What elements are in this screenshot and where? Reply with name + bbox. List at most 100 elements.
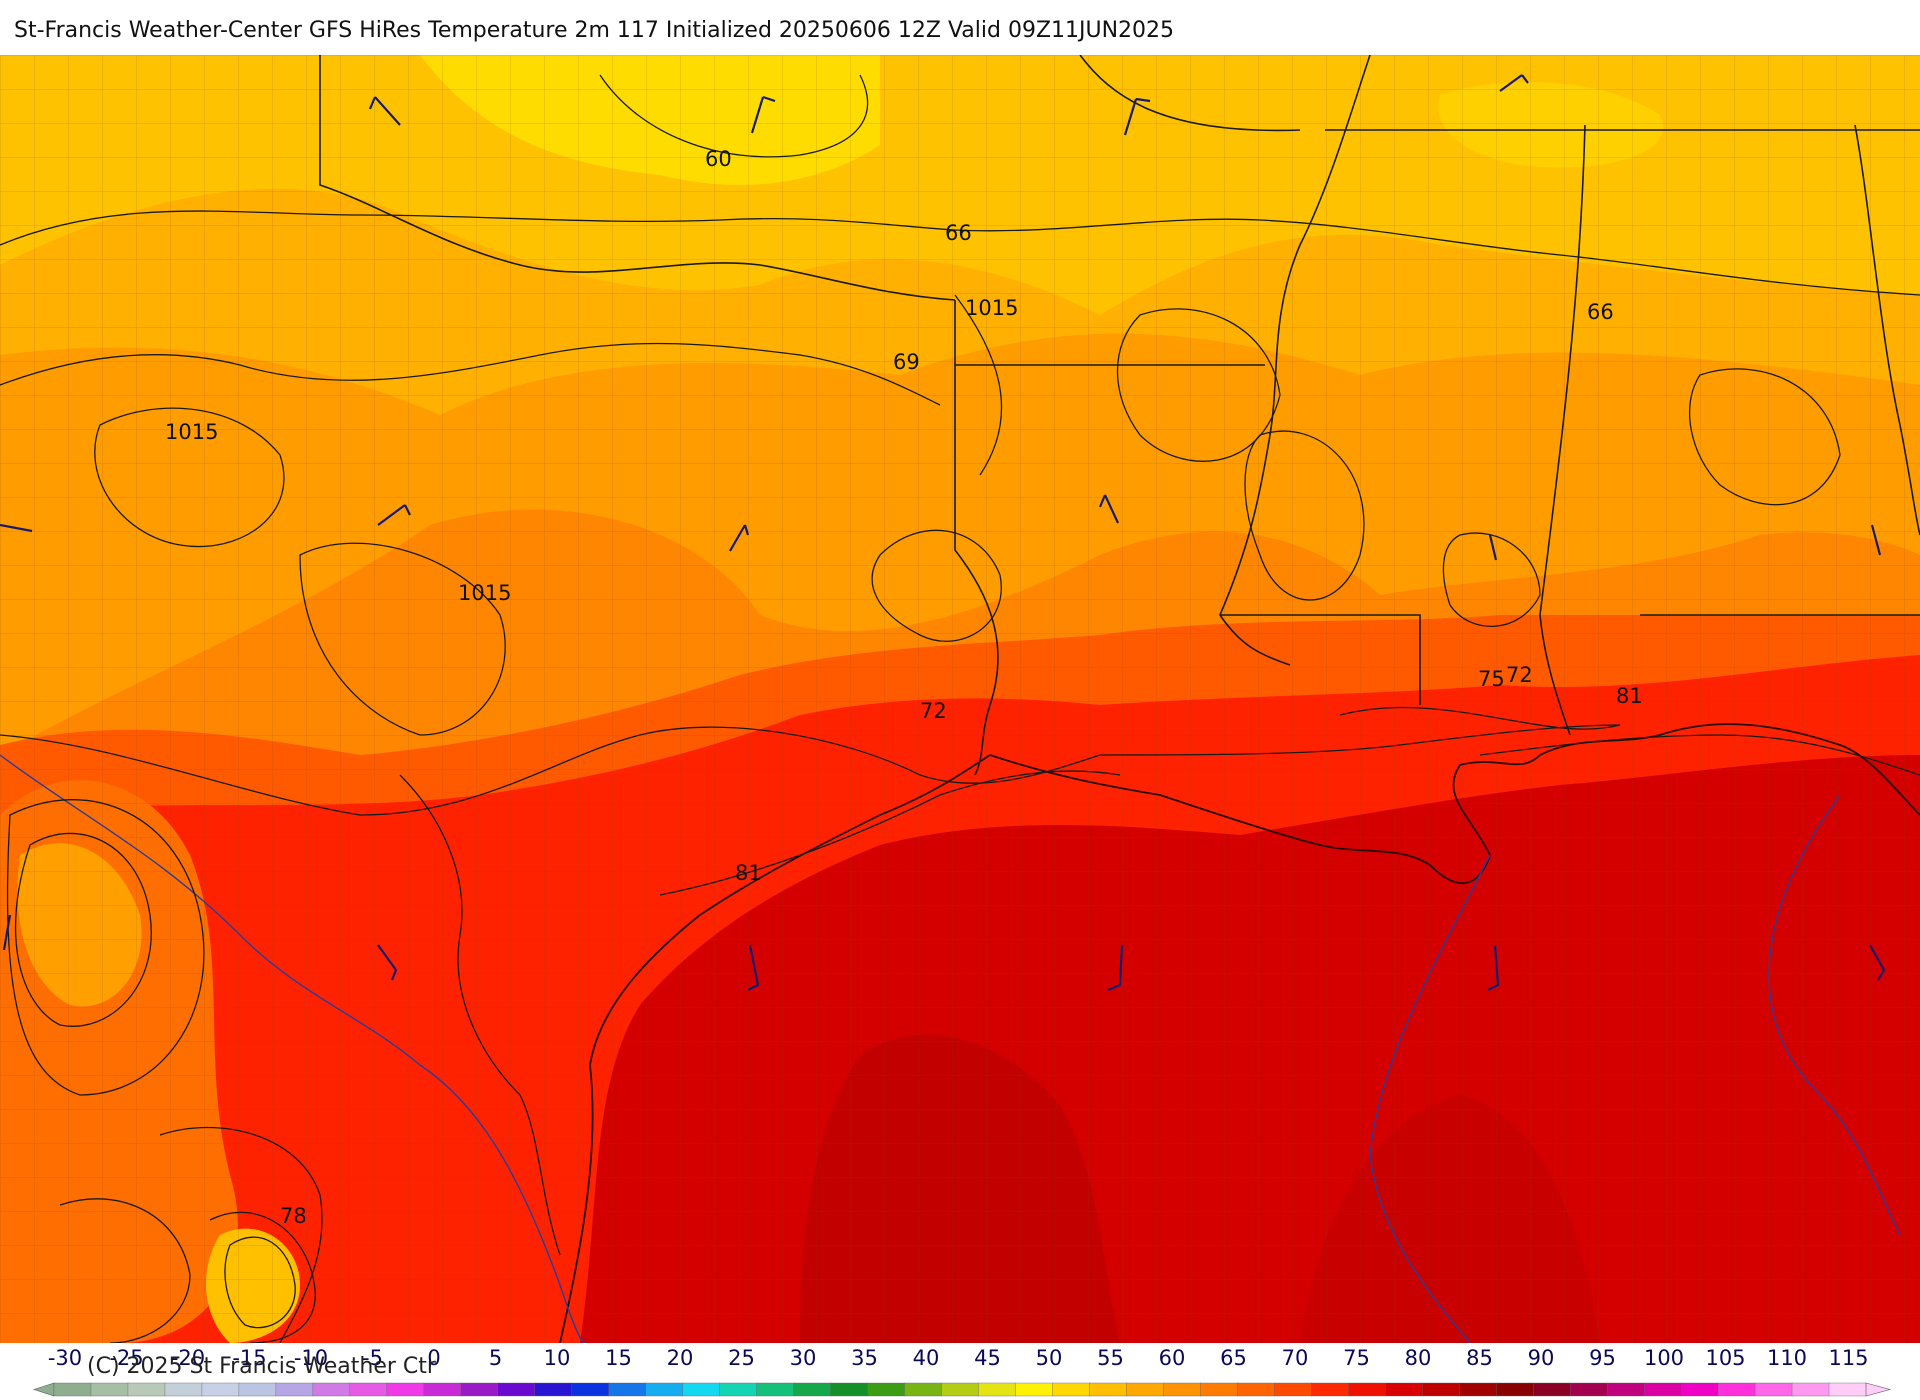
colorbar-swatch (90, 1382, 129, 1397)
colorbar-right-arrow (1865, 1382, 1892, 1397)
colorbar-tick-label: 105 (1705, 1346, 1745, 1370)
border-alabama-georgia (1854, 124, 1920, 536)
wind-barb (2, 914, 12, 951)
colorbar-swatch (904, 1382, 943, 1397)
colorbar-swatch (53, 1382, 92, 1397)
colorbar-swatch (1680, 1382, 1719, 1397)
colorbar-swatch (423, 1382, 462, 1397)
wind-barb (1488, 534, 1498, 561)
contour-1015-south (299, 542, 506, 736)
border-louisiana-mississippi (1220, 614, 1421, 705)
coast-texas (559, 754, 991, 1343)
colorbar-swatch (682, 1382, 721, 1397)
colorbar-swatch (1717, 1382, 1756, 1397)
colorbar-tick-label: -15 (232, 1346, 266, 1370)
colorbar-swatch (1237, 1382, 1276, 1397)
border-mississippi-river (1219, 55, 1371, 666)
colorbar-tick-label: 40 (913, 1346, 940, 1370)
colorbar-swatch (1569, 1382, 1608, 1397)
contour-label: 72 (920, 699, 947, 723)
contour-label: 66 (1587, 300, 1614, 324)
colorbar-swatch (1754, 1382, 1793, 1397)
colorbar-swatch (127, 1382, 166, 1397)
gulf-boundary-east (1369, 854, 1491, 1343)
contour-highland-1 (14, 832, 152, 1027)
colorbar-tick-label: 25 (728, 1346, 755, 1370)
contour-69 (0, 342, 941, 406)
colorbar-tick-label: -20 (171, 1346, 205, 1370)
colorbar-swatch (1126, 1382, 1165, 1397)
colorbar-tick-label: 20 (667, 1346, 694, 1370)
colorbar-swatch (1791, 1382, 1830, 1397)
wind-barb (377, 504, 411, 526)
colorbar-swatch (1606, 1382, 1645, 1397)
contour-local-5 (1442, 532, 1541, 627)
contour-1015-north (954, 294, 1003, 476)
contour-highland-4 (209, 1211, 316, 1343)
contour-label: 81 (735, 861, 762, 885)
colorbar-swatch (1200, 1382, 1239, 1397)
colorbar-swatch (719, 1382, 758, 1397)
contour-60 (599, 74, 869, 158)
colorbar-swatch (1422, 1382, 1460, 1397)
wind-barb (1869, 944, 1886, 981)
border-mississippi-alabama (1539, 124, 1586, 736)
colorbar-tick-label: 55 (1097, 1346, 1124, 1370)
colorbar-tick-label: 0 (427, 1346, 440, 1370)
colorbar-swatch (349, 1382, 388, 1397)
colorbar-swatches (33, 1382, 1892, 1397)
copyright-text: (C) 2025 St Francis Weather Ctr (87, 1354, 437, 1379)
colorbar-swatch (1052, 1382, 1091, 1397)
colorbar-swatch (645, 1382, 684, 1397)
wind-barb (1098, 494, 1119, 524)
border-texas-louisiana (954, 300, 999, 776)
colorbar-swatch (1311, 1382, 1349, 1397)
colorbar-swatch (1496, 1382, 1534, 1397)
colorbar-swatch (1828, 1382, 1867, 1397)
map-title: St-Francis Weather-Center GFS HiRes Temp… (14, 18, 1175, 43)
colorbar-tick-label: 60 (1159, 1346, 1186, 1370)
colorbar-tick-label: 110 (1767, 1346, 1807, 1370)
colorbar-tick-label: 30 (790, 1346, 817, 1370)
wind-barb (747, 944, 760, 991)
wind-barb (729, 524, 750, 552)
colorbar-tick-label: -30 (48, 1346, 82, 1370)
state-borders (319, 55, 1920, 776)
contour-lines (0, 74, 1920, 1343)
contour-label: 72 (1506, 663, 1533, 687)
contour-local-2 (1116, 308, 1281, 462)
contour-local-3 (1244, 430, 1365, 601)
contour-local-4 (1688, 368, 1841, 506)
colorbar-tick-label: 95 (1589, 1346, 1616, 1370)
coast-louisiana (989, 754, 1541, 884)
colorbar-ticks: -30 -25 -20 -15 -10 -5 0 5 10 15 20 25 30 35 40 45 50 55 6… (48, 1346, 1869, 1370)
wind-barb (377, 944, 398, 981)
temperature-colorbar: -30 -25 -20 -15 -10 -5 0 5 10 15 20 25 30 35 40 45 50 55 6… (0, 1343, 1920, 1400)
wind-barb (1870, 524, 1882, 556)
contour-75 (1339, 706, 1621, 730)
contour-81 (659, 770, 1121, 896)
colorbar-swatch (201, 1382, 240, 1397)
colorbar-tick-label: 75 (1343, 1346, 1370, 1370)
colorbar-swatch (756, 1382, 795, 1397)
wind-barb (368, 96, 401, 126)
border-missouri (1079, 55, 1301, 132)
contour-highland-3 (224, 1236, 296, 1329)
colorbar-tick-label: 5 (489, 1346, 502, 1370)
temperature-map: 60 66 1015 69 1015 1015 66 72 75 72 81 8… (0, 55, 1920, 1343)
colorbar-swatch (164, 1382, 203, 1397)
colorbar-swatch (386, 1382, 425, 1397)
us-mexico-border (0, 754, 586, 1343)
colorbar-swatch (1459, 1382, 1497, 1397)
political-blue-lines (0, 754, 1901, 1343)
contour-highland-5 (59, 1198, 191, 1343)
colorbar-swatch (1274, 1382, 1313, 1397)
contour-label: 75 (1478, 667, 1505, 691)
colorbar-tick-label: 45 (974, 1346, 1001, 1370)
gulf-boundary-far-east (1768, 794, 1901, 1236)
colorbar-tick-label: 70 (1282, 1346, 1309, 1370)
colorbar-swatch (941, 1382, 980, 1397)
border-oklahoma-texas (319, 55, 956, 301)
wind-barb (1487, 944, 1500, 991)
colorbar-swatch (460, 1382, 499, 1397)
